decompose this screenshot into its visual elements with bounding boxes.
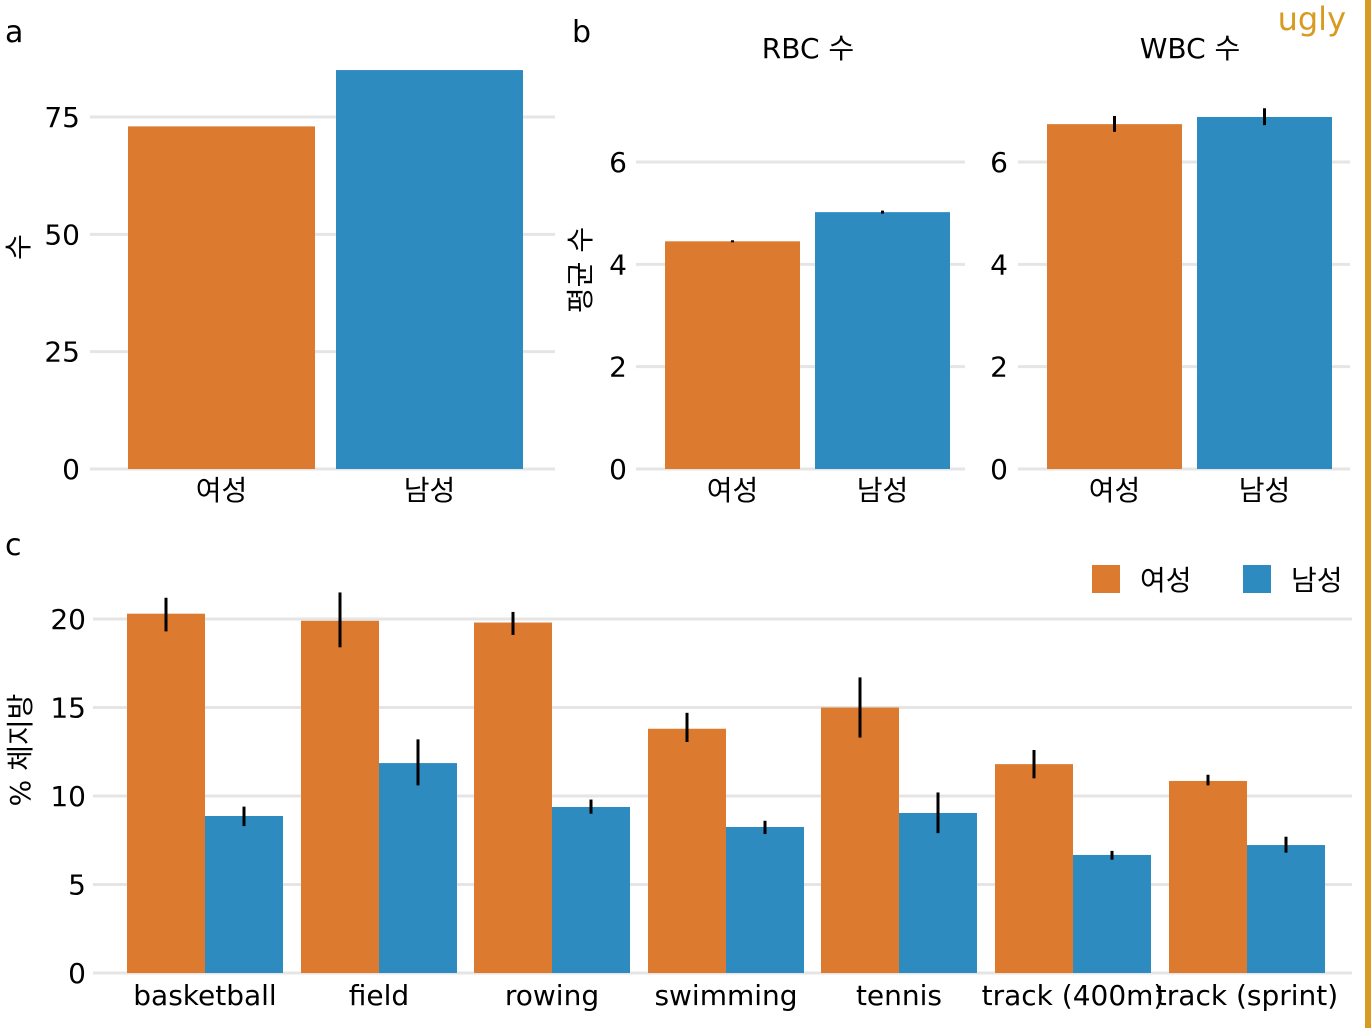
bar-b-0-male [815,212,950,470]
bar-c-female [821,707,899,973]
bar-a-male [336,70,523,470]
y-tick-label-b: 2 [609,351,627,384]
y-tick-label-c: 5 [68,869,86,902]
y-tick-label-c: 0 [68,957,86,990]
y-tick-label-a: 25 [44,336,80,369]
x-tick-label-b: 남성 [1239,474,1291,507]
y-tick-label-c: 10 [50,780,86,813]
bar-c-female [995,764,1073,973]
bar-c-female [127,613,205,973]
bar-c-male [205,816,283,973]
panel-letter-c: c [5,528,22,563]
y-tick-label-b: 6 [609,146,627,179]
facet-title: WBC 수 [1140,32,1241,65]
legend-label: 여성 [1140,564,1192,597]
bar-b-1-female [1047,124,1182,470]
x-tick-label-c: track (sprint) [1156,979,1338,1012]
x-tick-label-c: field [349,979,409,1012]
bar-c-male [726,826,804,973]
y-tick-label-b: 4 [990,248,1008,281]
x-tick-label-c: basketball [133,979,276,1012]
bar-c-female [301,620,379,973]
y-tick-label-b: 4 [609,248,627,281]
bar-a-female [128,126,315,470]
bar-c-male [379,763,457,973]
facet-title: RBC 수 [762,32,854,65]
y-tick-label-a: 75 [44,101,80,134]
y-tick-label-b: 2 [990,351,1008,384]
y-tick-label-a: 0 [62,453,80,486]
x-tick-label-c: swimming [654,979,797,1012]
y-tick-label-a: 50 [44,218,80,251]
x-tick-label-b: 여성 [707,474,759,507]
watermark-label: ugly [1278,0,1346,38]
y-tick-label-c: 20 [50,603,86,636]
y-axis-label-b: 평균 수 [564,227,597,313]
bar-b-1-male [1197,116,1332,470]
panel-letter-a: a [5,15,23,50]
bar-c-male [1247,845,1325,973]
x-tick-label-c: rowing [505,979,599,1012]
y-tick-label-b: 0 [609,453,627,486]
panel-letter-b: b [572,15,591,50]
bar-c-female [648,728,726,973]
legend-swatch-male [1243,565,1271,593]
accent-side-bar [1365,0,1371,1028]
x-tick-label-b: 남성 [857,474,909,507]
bar-c-female [1169,780,1247,973]
x-tick-label-a: 남성 [404,474,456,507]
bar-c-male [1073,854,1151,973]
bar-b-0-female [665,241,800,469]
bar-c-male [552,806,630,973]
bar-c-male [899,812,977,973]
legend-swatch-female [1092,565,1120,593]
x-tick-label-c: tennis [856,979,942,1012]
x-tick-label-a: 여성 [196,474,248,507]
x-tick-label-b: 여성 [1089,474,1141,507]
y-axis-label-a: 수 [2,234,35,260]
y-tick-label-b: 0 [990,453,1008,486]
y-tick-label-c: 15 [50,692,86,725]
bar-c-female [474,622,552,973]
legend-label: 남성 [1291,564,1343,597]
y-axis-label-c: % 체지방 [4,694,37,807]
x-tick-label-c: track (400m) [982,979,1165,1012]
y-tick-label-b: 6 [990,146,1008,179]
